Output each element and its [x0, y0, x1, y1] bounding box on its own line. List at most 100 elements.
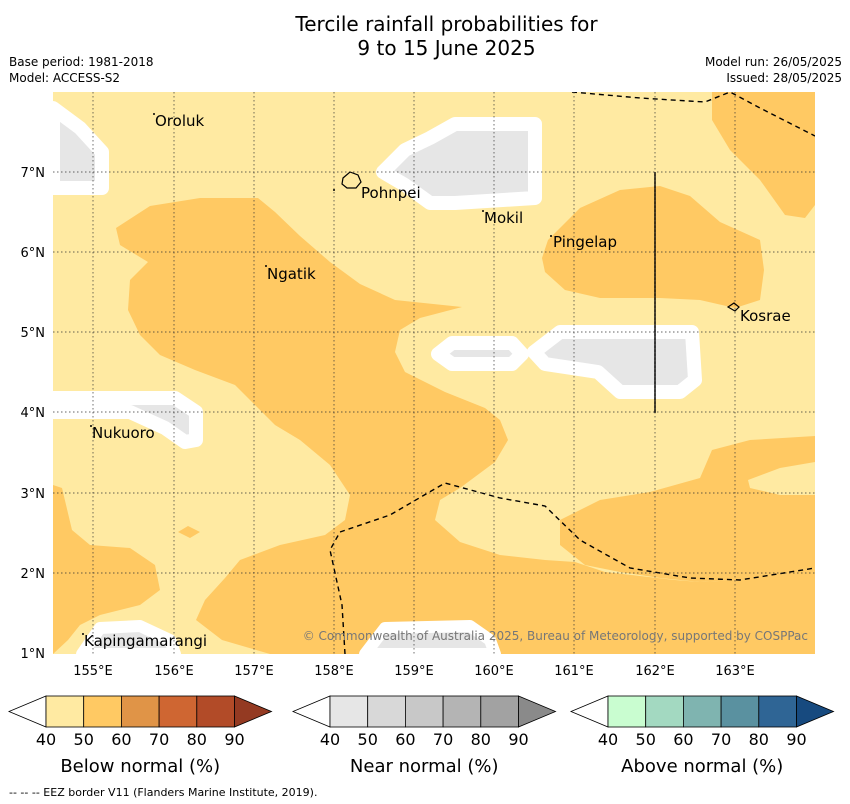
lon-tick: 162°E [635, 664, 675, 679]
copyright-notice: © Commonwealth of Australia 2025, Bureau… [303, 629, 808, 643]
lon-tick: 161°E [554, 664, 594, 679]
colorbar-segment [607, 695, 647, 728]
below-40-island-right [748, 462, 815, 495]
colorbar-tick: 50 [358, 730, 378, 749]
colorbar-segment [367, 695, 406, 728]
colorbar-min-arrow [7, 695, 47, 728]
place-label-kapingamarangi: Kapingamarangi [84, 632, 207, 650]
colorbar-tick: 60 [673, 730, 693, 749]
colorbar-max-arrow [234, 695, 273, 728]
lat-tick: 4°N [21, 406, 46, 421]
lon-tick: 155°E [73, 664, 113, 679]
eez-borders [329, 92, 815, 654]
place-label-oroluk: Oroluk [155, 112, 204, 130]
near-40-top-center [376, 117, 542, 210]
colorbar-tick: 80 [187, 730, 207, 749]
lat-tick: 5°N [21, 326, 46, 341]
lon-tick: 163°E [715, 664, 755, 679]
lon-tick: 160°E [474, 664, 514, 679]
colorbar: 40 50 60 70 80 90 Near normal (%) [291, 695, 557, 777]
colorbar-segment [196, 695, 235, 728]
eez-source-note: -- -- -- EEZ border V11 (Flanders Marine… [9, 786, 318, 799]
lat-tick: 6°N [21, 246, 46, 261]
lat-tick-labels: 7°N 6°N 5°N 4°N 3°N 2°N 1°N [21, 166, 46, 662]
islands [341, 171, 740, 312]
colorbar-segment [758, 695, 797, 728]
below-50-region-right [542, 186, 764, 308]
colorbar-segment [158, 695, 198, 728]
colorbar-segment [645, 695, 684, 728]
map-title: Tercile rainfall probabilities for 9 to … [0, 12, 850, 60]
colorbar-tick: 80 [471, 730, 491, 749]
colorbar-segment [83, 695, 122, 728]
model-run: Model run: 26/05/2025 [704, 55, 842, 69]
colorbar-tick: 80 [749, 730, 769, 749]
colorbar-segment [442, 695, 482, 728]
lat-tick: 2°N [21, 567, 46, 582]
near-40-left [53, 391, 203, 449]
colorbar-tick: 50 [74, 730, 94, 749]
colorbar-min-arrow [569, 695, 609, 728]
colorbar-tick: 70 [433, 730, 453, 749]
meta-left: Base period: 1981-2018 Model: ACCESS-S2 [9, 54, 154, 86]
meta-right: Model run: 26/05/2025 Issued: 28/05/2025 [705, 54, 842, 86]
colorbar-tick: 40 [36, 730, 56, 749]
colorbar-segment [720, 695, 760, 728]
island-dots [82, 113, 552, 635]
place-label-pingelap: Pingelap [553, 233, 617, 251]
colorbar-tick: 90 [786, 730, 806, 749]
colorbar-tick: 70 [149, 730, 169, 749]
eez-border-south [329, 482, 815, 654]
lat-tick: 3°N [21, 487, 46, 502]
below-50-region-lower-right [560, 436, 815, 582]
map-field [53, 92, 815, 654]
colorbar-segment [683, 695, 722, 728]
lon-tick: 158°E [314, 664, 354, 679]
below-50-region-left [53, 485, 160, 654]
place-label-ngatik: Ngatik [267, 265, 316, 283]
colorbar-tick: 70 [711, 730, 731, 749]
place-label-kosrae: Kosrae [740, 307, 791, 325]
place-label-nukuoro: Nukuoro [92, 424, 155, 442]
colorbar-tick: 50 [636, 730, 656, 749]
colorbar-segment [329, 695, 369, 728]
place-label-mokil: Mokil [484, 209, 523, 227]
colorbar-title: Below normal (%) [60, 756, 220, 777]
colorbar-segment [480, 695, 519, 728]
issued-date: Issued: 28/05/2025 [726, 71, 842, 85]
model-name: Model: ACCESS-S2 [9, 71, 121, 85]
near-40-center [431, 336, 529, 371]
colorbar-tick: 90 [224, 730, 244, 749]
colorbar-max-arrow [796, 695, 835, 728]
lon-tick: 156°E [154, 664, 194, 679]
colorbar-min-arrow [291, 695, 331, 728]
base-period: Base period: 1981-2018 [9, 55, 154, 69]
below-50-blob [178, 526, 200, 538]
near-40-topleft [53, 101, 109, 195]
lat-tick: 1°N [21, 647, 46, 662]
colorbar-tick: 90 [508, 730, 528, 749]
colorbar-tick: 60 [111, 730, 131, 749]
graticule [53, 92, 815, 654]
below-50-region-central [53, 92, 815, 654]
colorbar-tick: 40 [320, 730, 340, 749]
near-40-bottom-left [76, 620, 181, 654]
colorbar-title: Near normal (%) [350, 756, 499, 777]
place-labels: Oroluk Pohnpei Mokil Pingelap Ngatik Kos… [84, 112, 791, 650]
place-label-pohnpei: Pohnpei [361, 184, 421, 202]
lon-tick: 157°E [234, 664, 274, 679]
pohnpei-island-shape [341, 171, 362, 189]
colorbar-tick: 60 [395, 730, 415, 749]
title-line-1: Tercile rainfall probabilities for [295, 12, 598, 36]
colorbar-max-arrow [518, 695, 557, 728]
colorbar-segment [45, 695, 85, 728]
title-line-2: 9 to 15 June 2025 [357, 36, 536, 60]
lat-tick: 7°N [21, 166, 46, 181]
colorbar-tick: 40 [598, 730, 618, 749]
colorbar-title: Above normal (%) [621, 756, 783, 777]
lon-tick-labels: 155°E 156°E 157°E 158°E 159°E 160°E 161°… [73, 664, 755, 679]
